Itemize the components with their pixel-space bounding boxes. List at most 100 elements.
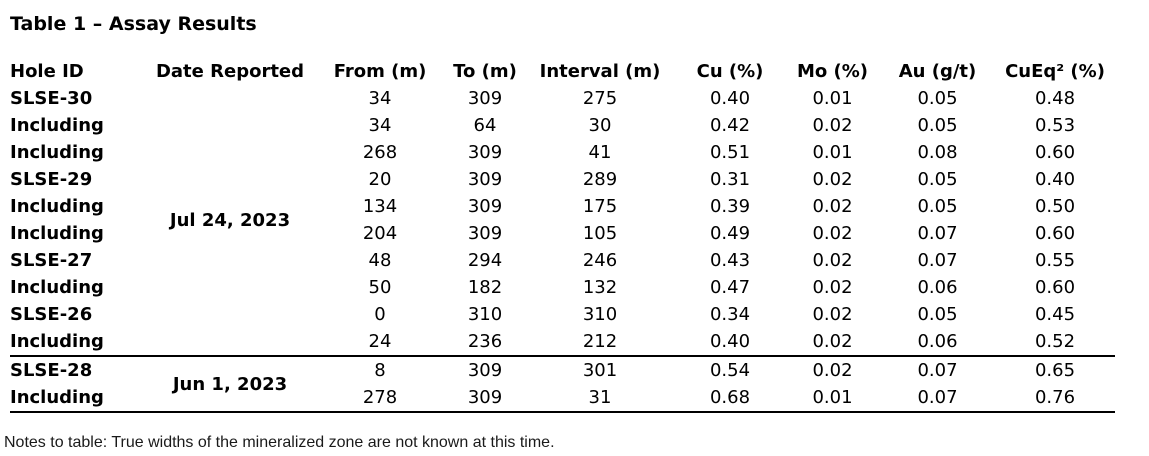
mo-cell: 0.02 bbox=[812, 331, 853, 352]
mo-cell: 0.01 bbox=[812, 387, 853, 408]
cu-cell: 0.49 bbox=[709, 223, 751, 244]
cueq-cell: 0.76 bbox=[1034, 387, 1076, 408]
cueq-cell: 0.60 bbox=[1034, 223, 1076, 244]
column-header-7: Au (g/t) bbox=[898, 61, 977, 82]
cueq-cell: 0.50 bbox=[1034, 196, 1076, 217]
au-cell: 0.05 bbox=[917, 115, 958, 136]
cu-cell: 0.68 bbox=[709, 387, 751, 408]
column-header-8: CuEq² (%) bbox=[1005, 61, 1105, 82]
hole-id-cell: SLSE-27 bbox=[10, 250, 93, 271]
hole-id-cell: Including bbox=[10, 387, 104, 408]
hole-id-cell: SLSE-28 bbox=[10, 360, 93, 381]
mo-cell: 0.02 bbox=[812, 360, 853, 381]
cu-cell: 0.43 bbox=[709, 250, 751, 271]
hole-id-cell: Including bbox=[10, 223, 104, 244]
hole-id-cell: Including bbox=[10, 331, 104, 352]
cu-cell: 0.39 bbox=[709, 196, 751, 217]
table-header-row: Hole ID Date Reported From (m) To (m) Interv… bbox=[10, 58, 1115, 85]
to-cell: 309 bbox=[467, 88, 503, 109]
assay-results-table: Hole ID Date Reported From (m) To (m) Interv… bbox=[10, 58, 1115, 413]
mo-cell: 0.02 bbox=[812, 196, 853, 217]
hole-id-cell: Including bbox=[10, 277, 104, 298]
table-row: Including 278 309 31 0.68 0.01 0.07 0.76 bbox=[10, 384, 1115, 412]
au-cell: 0.06 bbox=[917, 331, 958, 352]
table-row: Including 134 309 175 0.39 0.02 0.05 0.50 bbox=[10, 193, 1115, 220]
mo-cell: 0.02 bbox=[812, 223, 853, 244]
column-header-2: From (m) bbox=[333, 61, 427, 82]
from-cell: 0 bbox=[374, 304, 386, 325]
interval-cell: 310 bbox=[582, 304, 618, 325]
table-row: SLSE-27 48 294 246 0.43 0.02 0.07 0.55 bbox=[10, 247, 1115, 274]
mo-cell: 0.02 bbox=[812, 115, 853, 136]
interval-cell: 41 bbox=[588, 142, 612, 163]
au-cell: 0.07 bbox=[917, 360, 958, 381]
interval-cell: 246 bbox=[582, 250, 618, 271]
hole-id-cell: Including bbox=[10, 196, 104, 217]
interval-cell: 289 bbox=[582, 169, 618, 190]
cu-cell: 0.40 bbox=[709, 331, 751, 352]
hole-id-cell: SLSE-30 bbox=[10, 88, 93, 109]
interval-cell: 301 bbox=[582, 360, 618, 381]
from-cell: 50 bbox=[368, 277, 392, 298]
column-header-4: Interval (m) bbox=[539, 61, 661, 82]
cu-cell: 0.51 bbox=[709, 142, 751, 163]
table-row: Including 24 236 212 0.40 0.02 0.06 0.52 bbox=[10, 328, 1115, 356]
mo-cell: 0.01 bbox=[812, 88, 853, 109]
column-header-0: Hole ID bbox=[10, 61, 84, 82]
au-cell: 0.07 bbox=[917, 223, 958, 244]
column-header-5: Cu (%) bbox=[696, 61, 764, 82]
to-cell: 309 bbox=[467, 387, 503, 408]
cueq-cell: 0.65 bbox=[1034, 360, 1076, 381]
interval-cell: 212 bbox=[582, 331, 618, 352]
table-row: SLSE-26 0 310 310 0.34 0.02 0.05 0.45 bbox=[10, 301, 1115, 328]
table-row: Including 268 309 41 0.51 0.01 0.08 0.60 bbox=[10, 139, 1115, 166]
interval-cell: 132 bbox=[582, 277, 618, 298]
au-cell: 0.06 bbox=[917, 277, 958, 298]
cueq-cell: 0.40 bbox=[1034, 169, 1076, 190]
cu-cell: 0.40 bbox=[709, 88, 751, 109]
from-cell: 268 bbox=[362, 142, 398, 163]
column-header-6: Mo (%) bbox=[796, 61, 869, 82]
au-cell: 0.07 bbox=[917, 387, 958, 408]
mo-cell: 0.02 bbox=[812, 277, 853, 298]
mo-cell: 0.02 bbox=[812, 304, 853, 325]
mo-cell: 0.01 bbox=[812, 142, 853, 163]
from-cell: 204 bbox=[362, 223, 398, 244]
from-cell: 20 bbox=[368, 169, 392, 190]
hole-id-cell: Including bbox=[10, 115, 104, 136]
cueq-cell: 0.53 bbox=[1034, 115, 1076, 136]
cueq-cell: 0.48 bbox=[1034, 88, 1076, 109]
from-cell: 8 bbox=[374, 360, 386, 381]
cu-cell: 0.31 bbox=[709, 169, 751, 190]
table-body: SLSE-30 Jul 24, 2023 34 309 275 0.40 0.01 0.05 0… bbox=[10, 85, 1115, 412]
au-cell: 0.07 bbox=[917, 250, 958, 271]
table-row: SLSE-28 Jun 1, 2023 8 309 301 0.54 0.02 0.07 0.6… bbox=[10, 356, 1115, 395]
cueq-cell: 0.55 bbox=[1034, 250, 1076, 271]
table-row: Including 204 309 105 0.49 0.02 0.07 0.60 bbox=[10, 220, 1115, 247]
from-cell: 134 bbox=[362, 196, 398, 217]
to-cell: 309 bbox=[467, 169, 503, 190]
table-header: Hole ID Date Reported From (m) To (m) Interv… bbox=[10, 58, 1115, 85]
to-cell: 182 bbox=[467, 277, 503, 298]
interval-cell: 31 bbox=[588, 387, 612, 408]
au-cell: 0.08 bbox=[917, 142, 958, 163]
table-note: Notes to table: True widths of the miner… bbox=[4, 434, 555, 451]
mo-cell: 0.02 bbox=[812, 169, 853, 190]
cu-cell: 0.47 bbox=[709, 277, 751, 298]
table-row: Including 34 64 30 0.42 0.02 0.05 0.53 bbox=[10, 112, 1115, 139]
au-cell: 0.05 bbox=[917, 196, 958, 217]
from-cell: 48 bbox=[368, 250, 392, 271]
page-title: Table 1 – Assay Results bbox=[10, 13, 257, 35]
hole-id-cell: SLSE-26 bbox=[10, 304, 93, 325]
au-cell: 0.05 bbox=[917, 304, 958, 325]
to-cell: 309 bbox=[467, 360, 503, 381]
date-reported-cell: Jun 1, 2023 bbox=[172, 373, 288, 395]
cueq-cell: 0.60 bbox=[1034, 277, 1076, 298]
interval-cell: 175 bbox=[582, 196, 618, 217]
column-header-1: Date Reported bbox=[155, 61, 305, 82]
date-reported-cell: Jul 24, 2023 bbox=[169, 209, 291, 231]
to-cell: 236 bbox=[467, 331, 503, 352]
from-cell: 34 bbox=[368, 88, 392, 109]
to-cell: 294 bbox=[467, 250, 503, 271]
